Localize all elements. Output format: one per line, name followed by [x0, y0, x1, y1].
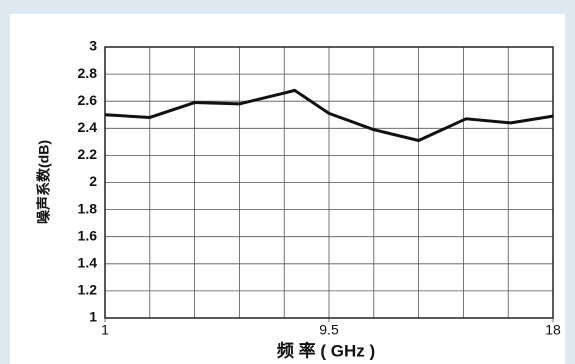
- x-axis-label: 频 率 ( GHz ): [277, 340, 375, 360]
- y-tick-label: 3: [89, 38, 97, 54]
- x-tick-label: 18: [545, 322, 561, 338]
- y-tick-label: 2.4: [78, 119, 98, 135]
- y-tick-label: 2.6: [78, 92, 98, 108]
- y-tick-label: 1.2: [78, 282, 98, 298]
- y-tick-label: 2: [89, 173, 97, 189]
- panel: [10, 14, 565, 364]
- y-tick-label: 1: [89, 309, 97, 325]
- y-tick-label: 1.6: [78, 227, 98, 243]
- x-tick-label: 1: [101, 322, 109, 338]
- y-tick-label: 1.4: [78, 255, 98, 271]
- y-tick-label: 2.2: [78, 146, 98, 162]
- y-axis-label: 噪声系数(dB): [36, 140, 52, 224]
- x-tick-label: 9.5: [319, 322, 339, 338]
- plot-frame: [104, 46, 554, 319]
- data-line: [104, 88, 554, 142]
- y-tick-label: 2.8: [78, 65, 98, 81]
- y-tick-label: 1.8: [78, 200, 98, 216]
